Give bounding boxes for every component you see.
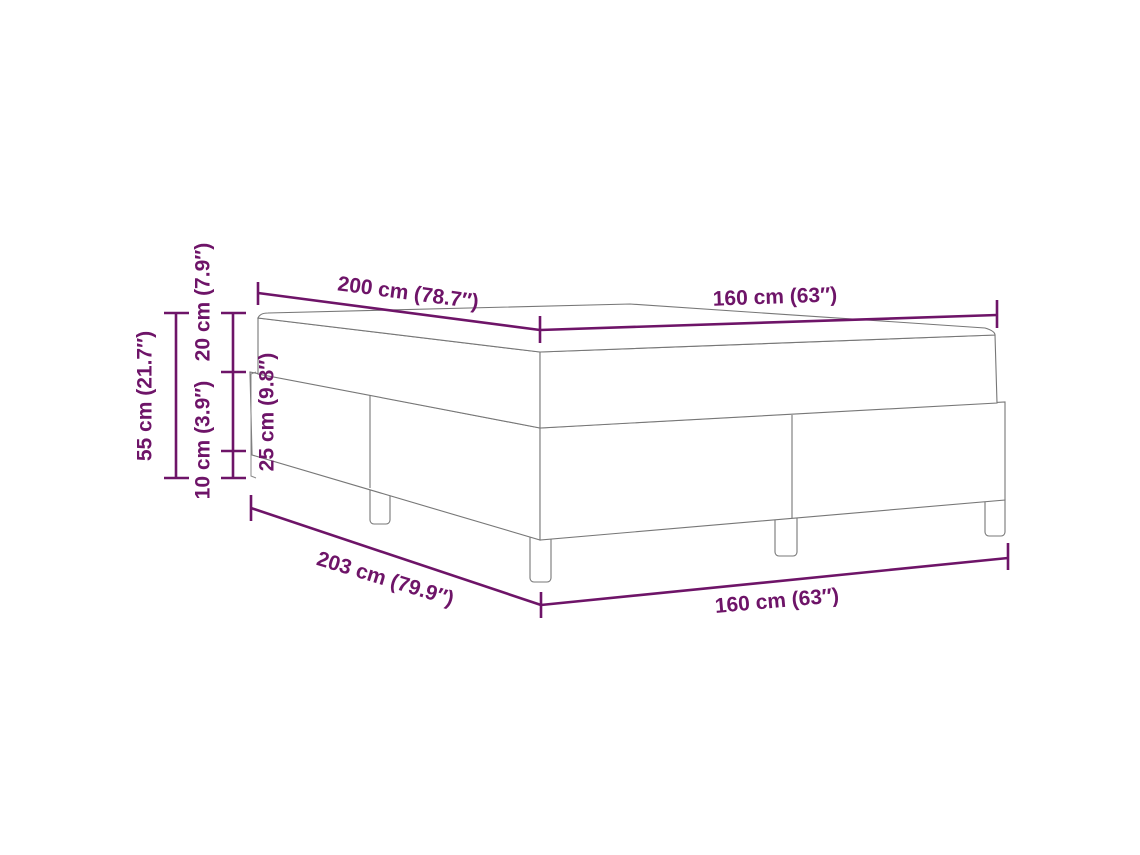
base-height-bracket <box>250 371 257 479</box>
label-base-height: 25 cm (9.8″) <box>256 353 279 472</box>
dimension-lines <box>164 282 1010 618</box>
dim-line-bottom-width <box>540 556 1009 607</box>
label-leg-height: 10 cm (3.9″) <box>192 381 215 500</box>
label-top-length: 200 cm (78.7″) <box>336 272 480 313</box>
label-mattress-height: 20 cm (7.9″) <box>192 243 215 362</box>
label-total-height: 55 cm (21.7″) <box>134 331 157 461</box>
bed-drawing <box>249 303 1006 583</box>
label-bottom-length: 203 cm (79.9″) <box>314 547 457 611</box>
label-bottom-width: 160 cm (63″) <box>714 584 840 618</box>
dim-line-top-length <box>257 291 541 332</box>
label-top-width: 160 cm (63″) <box>712 283 837 310</box>
dim-line-top-width <box>539 313 998 332</box>
dim-line-bottom-length <box>250 506 542 607</box>
